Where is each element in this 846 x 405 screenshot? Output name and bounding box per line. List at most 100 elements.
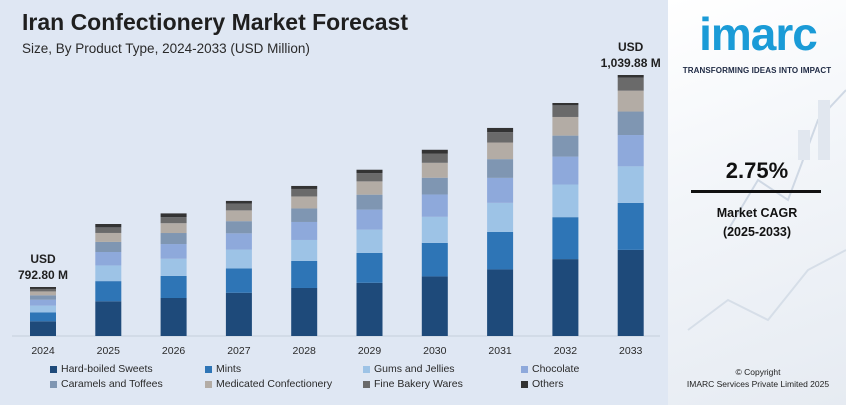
bar-segment-2024-1: [30, 312, 56, 322]
bar-segment-2032-2: [552, 184, 579, 218]
legend-label: Gums and Jellies: [374, 363, 455, 375]
bar-segment-2030-3: [421, 194, 448, 217]
bar-segment-2024-0: [30, 321, 56, 336]
chart-subtitle: Size, By Product Type, 2024-2033 (USD Mi…: [22, 41, 310, 56]
bar-segment-2033-7: [617, 75, 644, 78]
x-tick-label: 2027: [227, 345, 251, 357]
legend-swatch: [50, 365, 57, 373]
bar-segment-2031-0: [487, 269, 514, 336]
bar-segment-2024-4: [30, 295, 56, 300]
legend-item: Fine Bakery Wares: [363, 378, 521, 390]
bar-segment-2033-6: [617, 77, 644, 91]
bar-segment-2024-3: [30, 299, 56, 306]
bar-segment-2033-3: [617, 135, 644, 167]
x-tick-label: 2028: [293, 345, 317, 357]
bar-segment-2027-3: [225, 233, 252, 250]
bar-segment-2029-5: [356, 181, 383, 195]
legend-label: Mints: [216, 363, 242, 375]
legend-swatch: [521, 365, 528, 373]
bar-segment-2024-7: [30, 287, 56, 289]
chart-legend: Hard-boiled Sweets Mints Gums and Jellies C…: [50, 363, 650, 390]
chart-panel: Iran Confectionery Market Forecast Size,…: [12, 9, 661, 390]
legend-label: Medicated Confectionery: [216, 378, 333, 390]
x-tick-label: 2031: [488, 345, 512, 357]
bar-segment-2032-4: [552, 135, 579, 157]
legend-item: Medicated Confectionery: [205, 378, 363, 390]
bar-segment-2028-7: [291, 185, 318, 189]
bar-segment-2029-3: [356, 209, 383, 230]
bar-segment-2026-7: [160, 213, 187, 218]
cagr-value: 2.75%: [725, 158, 789, 183]
bar-segment-2029-4: [356, 194, 383, 210]
bar-segment-2028-5: [291, 196, 318, 209]
legend-swatch: [363, 380, 370, 388]
start-value-label: 792.80 M: [18, 268, 68, 282]
legend-item: Chocolate: [521, 363, 641, 375]
bar-segment-2028-4: [291, 208, 318, 222]
bar-segment-2033-0: [617, 249, 644, 336]
bar-segment-2031-6: [487, 132, 514, 143]
bar-segment-2027-4: [225, 221, 252, 234]
x-tick-label: 2033: [619, 345, 643, 357]
legend-label: Others: [532, 378, 564, 390]
bar-segment-2024-6: [30, 288, 56, 292]
bar-segment-2028-3: [291, 221, 318, 240]
legend-item: Gums and Jellies: [363, 363, 521, 375]
chart-title: Iran Confectionery Market Forecast: [22, 9, 409, 35]
bar-segment-2027-5: [225, 210, 252, 222]
logo-tagline: TRANSFORMING IDEAS INTO IMPACT: [682, 66, 832, 75]
bar-segment-2030-2: [421, 216, 448, 243]
bar-segment-2027-1: [225, 268, 252, 293]
bar-segment-2029-6: [356, 173, 383, 182]
cagr-label-block: Market CAGR (2025-2033): [682, 204, 832, 242]
copyright: © Copyright IMARC Services Private Limit…: [676, 366, 840, 390]
legend-swatch: [205, 380, 212, 388]
bar-segment-2025-4: [95, 241, 122, 253]
x-tick-label: 2029: [358, 345, 382, 357]
legend-swatch: [521, 380, 528, 388]
legend-item: Hard-boiled Sweets: [50, 363, 205, 375]
background-decoration: [687, 89, 846, 331]
legend-item: Mints: [205, 363, 363, 375]
bar-segment-2032-3: [552, 156, 579, 185]
bar-segment-2029-0: [356, 282, 383, 336]
bar-segment-2028-1: [291, 260, 318, 288]
bar-segment-2033-1: [617, 202, 644, 250]
bar-segment-2032-1: [552, 217, 579, 260]
bar-segment-2026-6: [160, 217, 187, 224]
stacked-bar-chart: 2024 2025 2026 2027 2028 2029 2030 2031 2032 2033…: [12, 40, 661, 357]
legend-item: Others: [521, 378, 641, 390]
start-value-currency-label: USD: [30, 252, 56, 266]
imarc-logo: imarc: [699, 8, 818, 60]
legend-label: Chocolate: [532, 363, 580, 375]
bar-segment-2026-4: [160, 233, 187, 245]
side-panel: imarc TRANSFORMING IDEAS INTO IMPACT 2.7…: [668, 0, 846, 405]
bar-segment-2032-5: [552, 116, 579, 136]
bar-segment-2025-1: [95, 281, 122, 302]
x-tick-label: 2030: [423, 345, 447, 357]
bar-segment-2024-2: [30, 305, 56, 313]
bar-segment-2028-6: [291, 188, 318, 197]
legend-swatch: [50, 380, 57, 388]
copyright-line-2: IMARC Services Private Limited 2025: [686, 379, 830, 389]
x-tick-label: 2026: [162, 345, 186, 357]
copyright-line-1: © Copyright: [735, 367, 781, 377]
x-tick-label: 2032: [554, 345, 578, 357]
bar-segment-2025-5: [95, 232, 122, 242]
bar-segment-2033-5: [617, 90, 644, 112]
bar-segment-2025-3: [95, 252, 122, 266]
bar-segment-2030-7: [421, 149, 448, 154]
bar-segment-2025-7: [95, 224, 122, 228]
bar-segment-2030-4: [421, 177, 448, 195]
x-tick-label: 2024: [31, 345, 55, 357]
bar-segment-2032-6: [552, 105, 579, 117]
legend-swatch: [363, 365, 370, 373]
bar-segment-2026-5: [160, 223, 187, 234]
bar-segment-2026-2: [160, 258, 187, 276]
bar-segment-2033-4: [617, 111, 644, 136]
bar-segment-2029-1: [356, 252, 383, 283]
x-tick-label: 2025: [97, 345, 121, 357]
bar-segment-2031-7: [487, 127, 514, 133]
legend-label: Caramels and Toffees: [61, 378, 163, 390]
bar-segment-2031-4: [487, 159, 514, 178]
